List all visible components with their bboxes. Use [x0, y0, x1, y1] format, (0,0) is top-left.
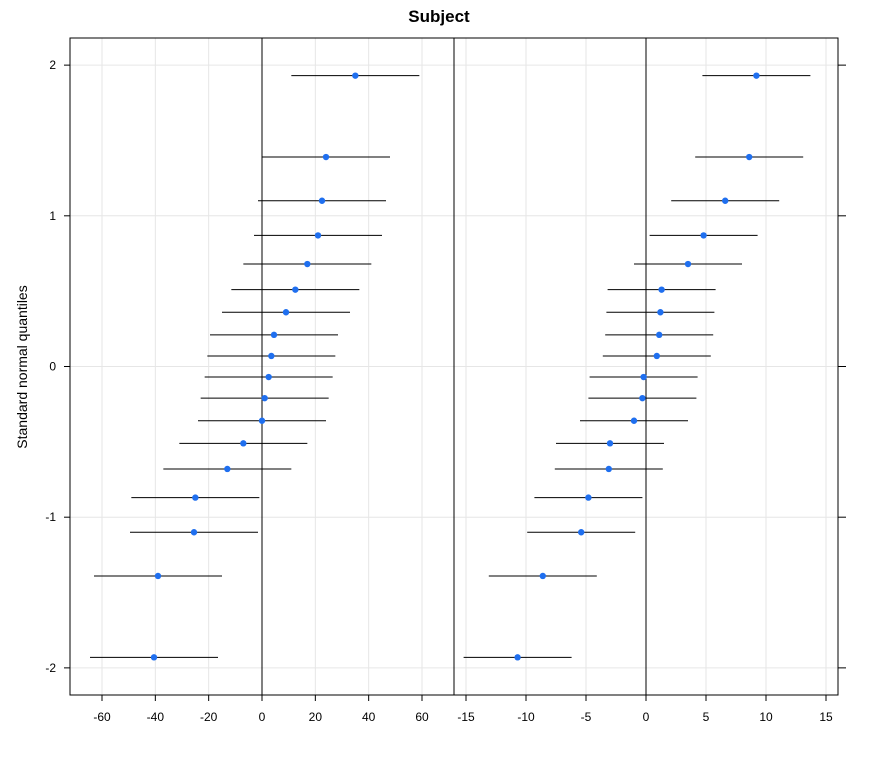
y-tick-label: 1 [49, 209, 56, 223]
data-point [190, 529, 198, 536]
data-point [314, 232, 322, 239]
data-point [746, 153, 753, 161]
x-tick-label: 15 [819, 710, 833, 724]
data-point [606, 440, 614, 447]
data-point [150, 654, 158, 661]
data-point [270, 331, 278, 339]
data-point [192, 494, 199, 501]
x-tick-label: 10 [759, 710, 773, 724]
data-point [268, 352, 275, 360]
data-point [282, 309, 290, 316]
data-point [657, 309, 664, 316]
x-tick-label: -15 [457, 710, 475, 724]
x-tick-label: 0 [643, 710, 650, 724]
data-point [224, 465, 231, 473]
data-point [322, 153, 330, 161]
x-tick-label: 0 [259, 710, 266, 724]
chart-title: Subject [408, 7, 470, 26]
y-tick-label: 0 [49, 360, 56, 374]
data-point [154, 572, 162, 580]
x-tick-label: 40 [362, 710, 376, 724]
x-tick-label: 60 [415, 710, 429, 724]
data-point [700, 232, 707, 239]
data-point [261, 394, 268, 402]
data-point [292, 286, 299, 293]
data-point [722, 197, 729, 204]
data-point [352, 72, 359, 79]
x-tick-label: -10 [517, 710, 535, 724]
data-point [658, 286, 665, 293]
data-point [753, 72, 760, 79]
data-point [656, 331, 663, 339]
data-point [578, 529, 585, 536]
data-point [258, 417, 266, 424]
y-tick-label: -1 [45, 510, 56, 524]
x-tick-label: -5 [581, 710, 592, 724]
data-point [640, 373, 647, 381]
data-point [318, 197, 326, 204]
y-tick-label: -2 [45, 661, 56, 675]
data-point [605, 465, 612, 473]
data-point [265, 373, 272, 381]
x-tick-label: -40 [147, 710, 165, 724]
y-tick-label: 2 [49, 58, 56, 72]
panel-1: -60 -40 -20 0 20 40 60 2 1 0 -1 -2 [45, 37, 455, 724]
x-tick-label: 20 [309, 710, 323, 724]
data-point [639, 394, 646, 402]
data-point [653, 352, 660, 360]
data-point [630, 417, 638, 424]
x-tick-label: 5 [703, 710, 710, 724]
data-point [304, 260, 311, 268]
y-axis-label: Standard normal quantiles [14, 285, 30, 448]
data-point [514, 654, 521, 661]
data-point [539, 572, 546, 580]
x-tick-label: -20 [200, 710, 218, 724]
panel-2: -15 -10 -5 0 5 10 15 [453, 37, 846, 724]
data-point [240, 440, 247, 447]
data-point [585, 494, 592, 501]
x-tick-label: -60 [93, 710, 111, 724]
data-point [684, 260, 692, 268]
